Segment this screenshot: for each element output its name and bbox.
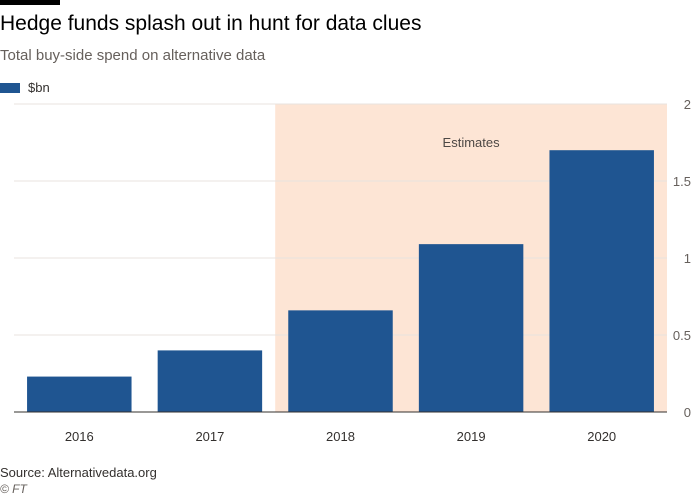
- y-tick-label: 2: [684, 97, 691, 112]
- estimates-label: Estimates: [443, 135, 501, 150]
- bar-2016: [27, 376, 132, 412]
- x-tick-label: 2016: [65, 429, 94, 444]
- bar-2018: [288, 310, 393, 412]
- x-tick-label: 2020: [587, 429, 616, 444]
- y-tick-label: 0.5: [673, 328, 691, 343]
- legend-swatch: [0, 82, 20, 93]
- ft-top-bar: [0, 0, 60, 5]
- copyright: © FT: [0, 482, 27, 496]
- x-tick-label: 2018: [326, 429, 355, 444]
- x-tick-label: 2019: [457, 429, 486, 444]
- y-tick-label: 1: [684, 251, 691, 266]
- chart-title: Hedge funds splash out in hunt for data …: [0, 12, 422, 35]
- bar-2020: [549, 150, 654, 412]
- x-tick-label: 2017: [195, 429, 224, 444]
- legend-label: $bn: [28, 80, 50, 95]
- bar-2017: [157, 350, 263, 412]
- y-tick-label: 0: [684, 405, 691, 420]
- chart-subtitle: Total buy-side spend on alternative data: [0, 47, 266, 64]
- y-tick-label: 1.5: [673, 174, 691, 189]
- legend: $bn: [0, 80, 50, 95]
- source-note: Source: Alternativedata.org: [0, 465, 157, 480]
- bar-2019: [418, 244, 524, 412]
